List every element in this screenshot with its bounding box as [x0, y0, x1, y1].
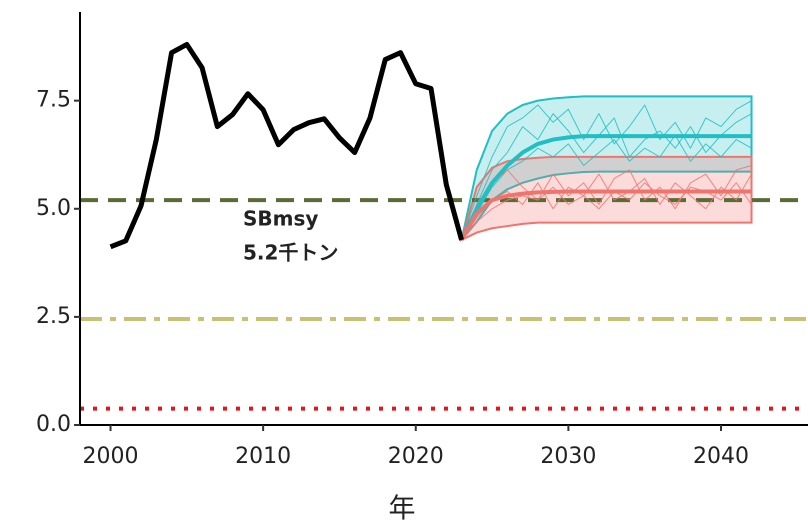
- y-tick-label: 0.0: [36, 412, 71, 437]
- x-tick-label: 2010: [235, 444, 291, 469]
- x-tick-label: 2040: [693, 444, 749, 469]
- series-line: [459, 189, 752, 241]
- x-tick-label: 2020: [388, 444, 444, 469]
- y-tick-label: 7.5: [36, 88, 71, 113]
- series-line: [459, 134, 752, 241]
- series-line: [461, 100, 752, 241]
- x-tick-label: 2030: [540, 444, 596, 469]
- series-line: [461, 134, 752, 241]
- annotation: SBmsy: [243, 207, 318, 231]
- series-line: [461, 113, 752, 241]
- x-axis-label: 年: [389, 494, 416, 525]
- series-line: [109, 41, 464, 250]
- y-tick-label: 5.0: [36, 196, 71, 221]
- y-tick-label: 2.5: [36, 304, 71, 329]
- x-tick-label: 2000: [83, 444, 139, 469]
- annotation: 5.2千トン: [243, 241, 338, 265]
- band: [460, 95, 753, 241]
